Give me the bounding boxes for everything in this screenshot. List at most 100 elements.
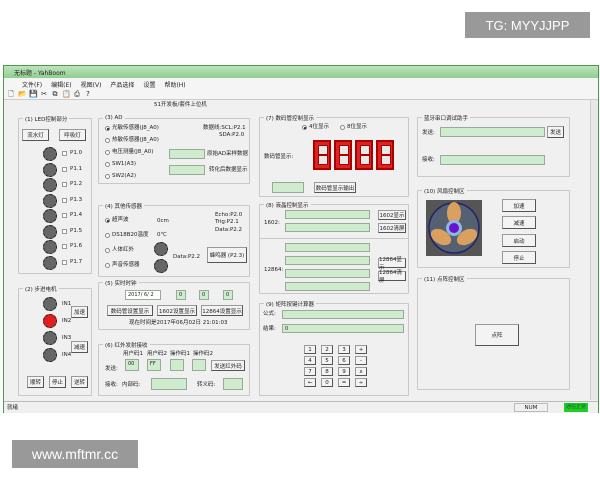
led-checkbox[interactable]	[62, 151, 67, 156]
led-checkbox[interactable]	[62, 197, 67, 203]
keypad-key[interactable]: 1	[304, 345, 316, 354]
ad-option-label: 热敏传感器(J8_A0)	[112, 137, 159, 143]
vertical-scrollbar[interactable]	[590, 100, 598, 400]
menu-item[interactable]: 设置	[143, 82, 156, 89]
keypad-key[interactable]: 9	[338, 367, 350, 376]
group-title: (5) 实时时钟	[103, 279, 139, 287]
lcd12864-clear-button[interactable]: 12864清屏	[378, 270, 406, 284]
lcd12864-line-2[interactable]	[285, 256, 370, 265]
lcd1602-clear-button[interactable]: 1602清屏	[378, 223, 406, 233]
lcd12864-show-button[interactable]: 12864显示	[378, 257, 406, 271]
open-icon[interactable]: 📂	[18, 90, 27, 98]
bt-receive-label: 接收:	[422, 157, 435, 163]
ad-option-radio[interactable]	[105, 162, 110, 167]
counterclockwise-button[interactable]: 逆转	[71, 376, 88, 388]
seg-set-button[interactable]: 数码管设置显示	[107, 305, 153, 316]
menu-item[interactable]: 编辑(E)	[51, 82, 72, 89]
lcd1602-set-button[interactable]: 1602设置显示	[157, 305, 197, 316]
breath-light-button[interactable]: 呼吸灯	[59, 129, 86, 141]
keypad-key[interactable]: 8	[321, 367, 333, 376]
seg-output-button[interactable]: 数码管显示输出	[314, 182, 356, 193]
keypad-key[interactable]: 7	[304, 367, 316, 376]
inner-code-field[interactable]	[151, 378, 187, 390]
print-icon[interactable]: ⎙	[74, 90, 80, 98]
user-code-2-field[interactable]: FF	[147, 359, 161, 371]
lcd12864-line-3[interactable]	[285, 269, 370, 278]
keypad-key[interactable]: 4	[304, 356, 316, 365]
led-checkbox[interactable]	[62, 244, 67, 249]
flow-light-button[interactable]: 流水灯	[22, 129, 49, 141]
ad-option-radio[interactable]	[105, 174, 110, 179]
keypad-key[interactable]: x	[355, 367, 367, 376]
fan-accelerate-button[interactable]: 加速	[502, 199, 536, 212]
sensor-option-radio[interactable]	[105, 263, 110, 268]
cut-icon[interactable]: ✂	[41, 90, 47, 98]
clockwise-button[interactable]: 顺转	[27, 376, 44, 388]
buzzer-button[interactable]: 蜂鸣器 (P2.3)	[207, 247, 247, 263]
lcd1602-line-1[interactable]	[285, 210, 370, 219]
keypad-key[interactable]: 3	[338, 345, 350, 354]
keypad-key[interactable]: -	[355, 356, 367, 365]
menu-item[interactable]: 帮助(H)	[164, 82, 186, 89]
bt-receive-field[interactable]	[440, 155, 545, 165]
lcd12864-set-button[interactable]: 12864设置显示	[201, 305, 243, 316]
help-icon[interactable]: ?	[86, 90, 90, 98]
seg-input[interactable]	[272, 182, 304, 193]
keypad-key[interactable]: 0	[321, 378, 333, 387]
raw-ad-field[interactable]	[169, 149, 205, 159]
keypad-key[interactable]: 5	[321, 356, 333, 365]
menu-item[interactable]: 产品选择	[110, 82, 135, 89]
lcd12864-line-4[interactable]	[285, 282, 370, 291]
paste-icon[interactable]: 📋	[62, 90, 71, 98]
menu-item[interactable]: 文件(F)	[22, 82, 43, 89]
led-checkbox[interactable]	[62, 259, 67, 265]
stepper-accelerate-button[interactable]: 加速	[71, 306, 88, 318]
minute-field[interactable]: 0	[199, 290, 209, 300]
bt-send-button[interactable]: 发送	[547, 126, 564, 138]
escape-code-field[interactable]	[223, 378, 243, 390]
ad-option-radio[interactable]	[105, 150, 110, 155]
op-code-1-field[interactable]	[170, 359, 184, 371]
fan-stop-button[interactable]: 停止	[502, 251, 536, 264]
bt-send-field[interactable]	[440, 127, 545, 137]
fan-start-button[interactable]: 启动	[502, 234, 536, 247]
led-checkbox[interactable]	[62, 166, 67, 172]
user-code-1-field[interactable]: 00	[125, 359, 139, 371]
sensor-option-radio[interactable]	[105, 248, 110, 253]
four-digit-radio[interactable]	[302, 125, 307, 130]
hour-field[interactable]: 0	[176, 290, 186, 300]
new-icon[interactable]: 🗋	[8, 90, 14, 98]
keypad-key[interactable]: 2	[321, 345, 333, 354]
send-ir-button[interactable]: 发送红外码	[211, 360, 245, 371]
keypad-key[interactable]: =	[338, 378, 350, 387]
keypad-key[interactable]: +	[355, 345, 367, 354]
keypad-key[interactable]: ÷	[355, 378, 367, 387]
lcd1602-show-button[interactable]: 1602显示	[378, 210, 406, 220]
seg-digit-2	[334, 140, 352, 170]
date-picker[interactable]: 2017/ 6/ 2	[125, 290, 161, 300]
keypad-key[interactable]: 6	[338, 356, 350, 365]
formula-field[interactable]	[282, 310, 404, 319]
keypad-key[interactable]: ←	[304, 378, 316, 387]
ad-option-radio[interactable]	[105, 138, 110, 143]
menu-item[interactable]: 视图(V)	[80, 82, 102, 89]
second-field[interactable]: 0	[223, 290, 233, 300]
led-checkbox[interactable]	[62, 228, 67, 234]
fan-decelerate-button[interactable]: 减速	[502, 216, 536, 229]
copy-icon[interactable]: ⧉	[52, 90, 58, 98]
ad-option-radio[interactable]	[105, 126, 110, 131]
stepper-decelerate-button[interactable]: 减速	[71, 341, 88, 353]
op-code-2-field[interactable]	[192, 359, 206, 371]
led-checkbox[interactable]	[62, 182, 67, 187]
save-icon[interactable]: 💾	[29, 90, 38, 98]
sensor-option-radio[interactable]	[105, 233, 110, 238]
converted-field[interactable]	[169, 165, 205, 175]
sensor-option-radio[interactable]	[105, 218, 110, 223]
lcd1602-line-2[interactable]	[285, 223, 370, 232]
led-checkbox[interactable]	[62, 213, 67, 218]
lcd12864-line-1[interactable]	[285, 243, 370, 252]
eight-digit-radio[interactable]	[340, 125, 345, 130]
result-field[interactable]: 0	[282, 324, 404, 333]
dot-matrix-button[interactable]: 点阵	[475, 324, 519, 346]
stepper-stop-button[interactable]: 停止	[49, 376, 66, 388]
